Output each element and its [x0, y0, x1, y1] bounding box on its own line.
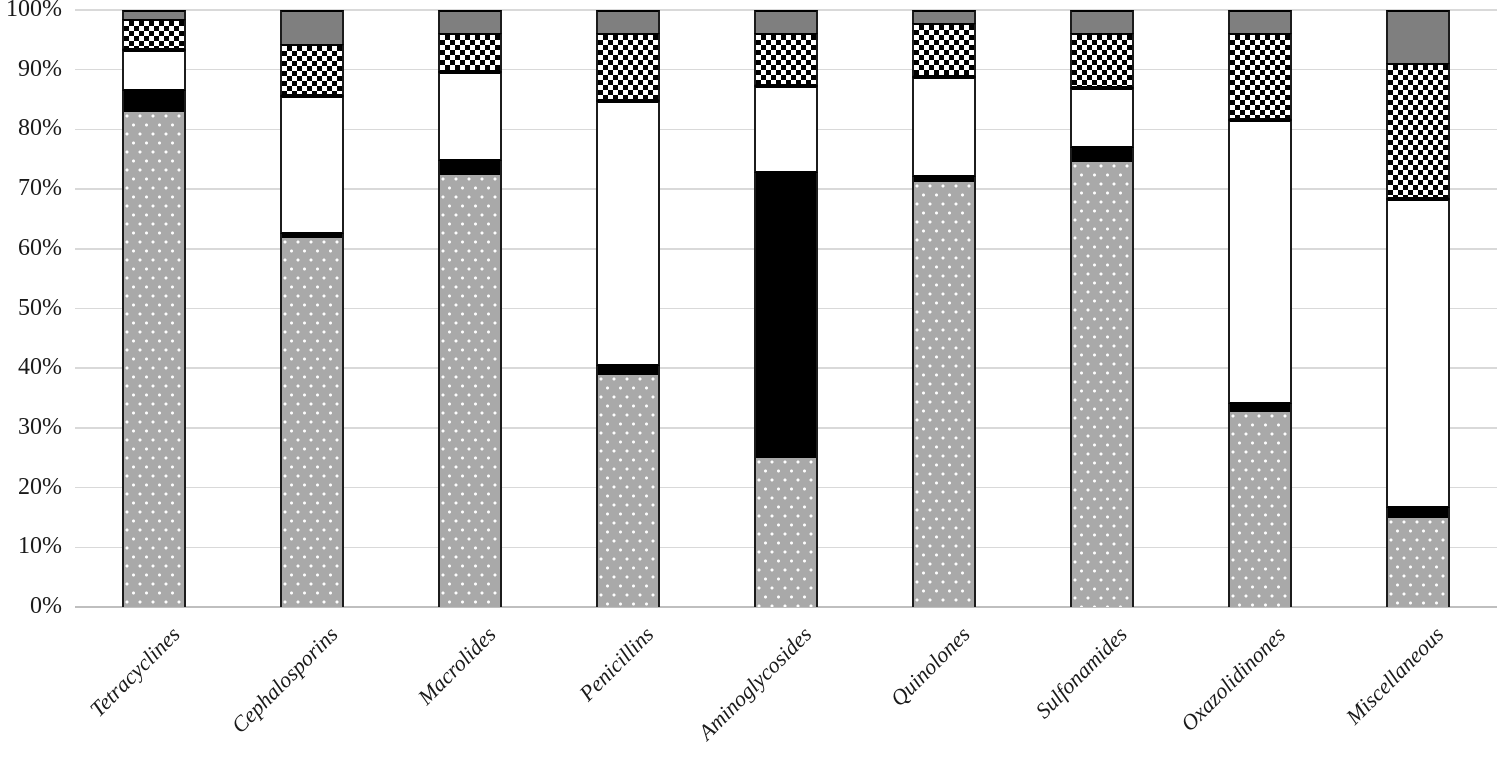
bar-segment-solid-black-segment	[1386, 507, 1450, 519]
bar-segment-solid-black-segment	[438, 161, 502, 175]
y-axis-tick-label: 80%	[18, 115, 62, 142]
bar-oxazolidinones	[1228, 10, 1292, 607]
bar-segment-solid-white-segment	[596, 100, 660, 366]
bar-segment-solid-gray-segment	[1386, 10, 1450, 64]
bar-sulfonamides	[1070, 10, 1134, 607]
bar-penicillins	[596, 10, 660, 607]
bar-segment-checkered-segment	[122, 18, 186, 51]
bar-segment-solid-white-segment	[280, 95, 344, 234]
bar-segment-checkered-segment	[912, 23, 976, 78]
bar-tetracyclines	[122, 10, 186, 607]
bar-segment-solid-black-segment	[1070, 147, 1134, 163]
bar-quinolones	[912, 10, 976, 607]
y-axis-tick-label: 60%	[18, 234, 62, 261]
x-axis-category-label: Miscellaneous	[1340, 621, 1449, 730]
bar-segment-solid-white-segment	[912, 77, 976, 178]
bar-segment-checkered-segment	[596, 32, 660, 101]
y-axis-tick-label: 30%	[18, 413, 62, 440]
y-axis-tick-label: 100%	[6, 0, 62, 23]
bar-segment-solid-black-segment	[122, 91, 186, 113]
bar-macrolides	[438, 10, 502, 607]
bar-miscellaneous	[1386, 10, 1450, 607]
bar-segment-solid-gray-segment	[438, 10, 502, 34]
bar-segment-checkered-segment	[280, 44, 344, 96]
y-axis-tick-label: 40%	[18, 354, 62, 381]
bar-segment-solid-white-segment	[122, 50, 186, 92]
bar-segment-solid-gray-segment	[1228, 10, 1292, 33]
x-axis-category-label: Tetracyclines	[84, 621, 185, 722]
bar-segment-dotted-gray-segment	[1228, 411, 1292, 607]
bar-segment-dotted-gray-segment	[912, 181, 976, 607]
y-axis-tick-label: 10%	[18, 533, 62, 560]
bar-segment-solid-white-segment	[1228, 119, 1292, 405]
bar-segment-solid-white-segment	[754, 85, 818, 173]
bar-segment-solid-white-segment	[438, 71, 502, 162]
x-axis-line	[75, 606, 1497, 608]
bar-segment-checkered-segment	[438, 33, 502, 72]
bar-segment-solid-gray-segment	[596, 10, 660, 33]
y-axis-tick-label: 50%	[18, 294, 62, 321]
bar-segment-dotted-gray-segment	[754, 457, 818, 607]
y-axis-tick-label: 70%	[18, 175, 62, 202]
gridline	[75, 9, 1497, 11]
bar-segment-solid-gray-segment	[912, 10, 976, 24]
x-axis-category-label: Cephalosporins	[226, 621, 343, 738]
bar-segment-solid-gray-segment	[754, 10, 818, 33]
bar-segment-solid-white-segment	[1070, 88, 1134, 148]
bar-segment-checkered-segment	[1228, 32, 1292, 120]
bar-segment-dotted-gray-segment	[438, 174, 502, 607]
x-axis-category-label: Macrolides	[412, 621, 501, 710]
bar-aminoglycosides	[754, 10, 818, 607]
x-axis-category-label: Sulfonamides	[1030, 621, 1133, 724]
bar-segment-checkered-segment	[1070, 32, 1134, 89]
bar-segment-dotted-gray-segment	[596, 374, 660, 607]
bar-segment-solid-black-segment	[754, 172, 818, 458]
bar-segment-solid-gray-segment	[280, 10, 344, 45]
bar-segment-solid-gray-segment	[1070, 10, 1134, 33]
bar-segment-dotted-gray-segment	[1070, 162, 1134, 607]
x-axis-category-label: Aminoglycosides	[693, 621, 817, 745]
bar-segment-checkered-segment	[1386, 63, 1450, 200]
bar-segment-checkered-segment	[754, 32, 818, 86]
y-axis-tick-label: 20%	[18, 473, 62, 500]
x-axis-category-label: Penicillins	[574, 621, 659, 706]
y-axis-tick-label: 0%	[30, 593, 62, 620]
bar-segment-solid-black-segment	[912, 177, 976, 182]
bar-segment-dotted-gray-segment	[280, 238, 344, 607]
bar-segment-solid-gray-segment	[122, 10, 186, 19]
bar-segment-dotted-gray-segment	[122, 112, 186, 607]
x-axis-category-label: Oxazolidinones	[1175, 621, 1291, 737]
bar-segment-solid-black-segment	[1228, 404, 1292, 412]
bar-segment-solid-black-segment	[280, 233, 344, 239]
y-axis-tick-label: 90%	[18, 55, 62, 82]
bar-cephalosporins	[280, 10, 344, 607]
x-axis-category-label: Quinolones	[884, 621, 975, 712]
bar-segment-solid-white-segment	[1386, 199, 1450, 508]
bar-segment-solid-black-segment	[596, 365, 660, 375]
bar-segment-dotted-gray-segment	[1386, 518, 1450, 607]
